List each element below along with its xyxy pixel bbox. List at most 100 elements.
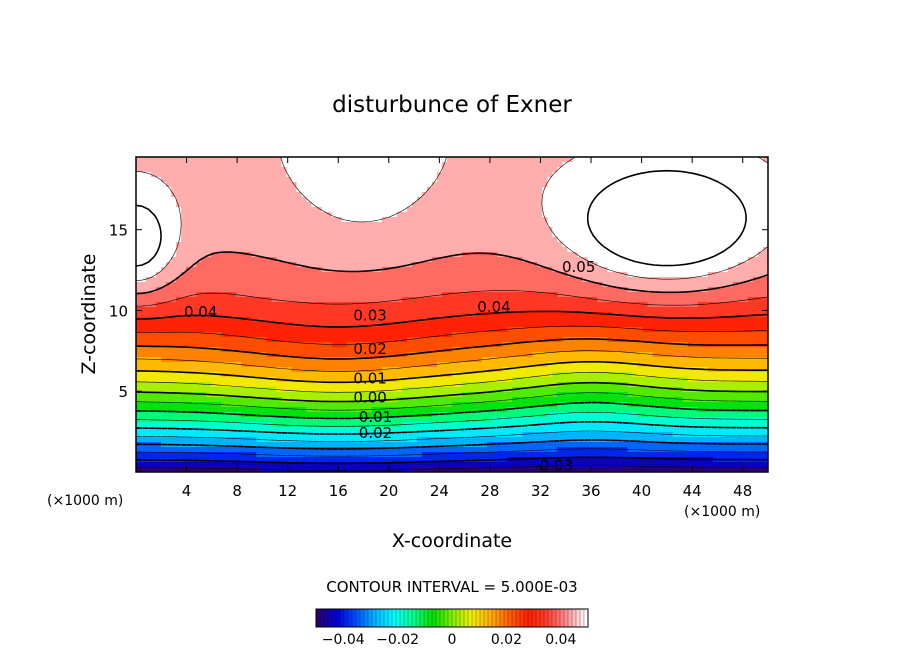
- field-cell: [747, 187, 754, 193]
- field-cell: [597, 302, 604, 308]
- field-cell: [547, 287, 553, 293]
- field-cell: [577, 312, 584, 318]
- field-cell: [717, 192, 724, 198]
- field-cell: [547, 202, 553, 208]
- field-cell: [637, 322, 644, 328]
- field-cell: [512, 222, 518, 228]
- field-cell: [201, 272, 207, 278]
- field-cell: [582, 197, 589, 203]
- field-cell: [652, 347, 659, 353]
- field-cell: [457, 172, 463, 178]
- field-cell: [231, 247, 237, 253]
- field-cell: [346, 332, 353, 338]
- field-cell: [436, 237, 443, 243]
- field-cell: [351, 217, 358, 223]
- field-cell: [672, 247, 679, 253]
- field-cell: [301, 297, 308, 303]
- field-cell: [346, 257, 353, 263]
- field-cell: [161, 187, 167, 193]
- field-cell: [206, 297, 212, 303]
- field-cell: [251, 232, 257, 238]
- field-cell: [166, 257, 172, 263]
- field-cell: [572, 342, 578, 348]
- field-cell: [411, 237, 418, 243]
- field-cell: [572, 212, 578, 218]
- field-cell: [762, 332, 768, 338]
- field-cell: [562, 322, 568, 328]
- field-cell: [592, 182, 599, 188]
- field-cell: [441, 237, 448, 243]
- field-cell: [577, 237, 584, 243]
- field-cell: [441, 232, 448, 238]
- field-cell: [647, 177, 654, 183]
- field-cell: [677, 207, 684, 213]
- field-cell: [191, 192, 197, 198]
- field-cell: [281, 292, 288, 298]
- field-cell: [562, 227, 568, 233]
- field-cell: [361, 257, 368, 263]
- field-cell: [512, 302, 518, 308]
- field-cell: [401, 232, 408, 238]
- field-cell: [477, 162, 483, 168]
- field-cell: [557, 342, 563, 348]
- field-cell: [687, 332, 694, 338]
- field-cell: [366, 212, 373, 218]
- field-cell: [211, 182, 217, 188]
- field-cell: [421, 162, 428, 168]
- field-cell: [306, 217, 313, 223]
- field-cell: [547, 302, 553, 308]
- field-cell: [467, 172, 473, 178]
- field-cell: [757, 332, 764, 338]
- field-cell: [421, 257, 428, 263]
- field-cell: [206, 332, 212, 338]
- field-cell: [146, 327, 152, 333]
- field-cell: [557, 202, 563, 208]
- field-cell: [547, 167, 553, 173]
- field-cell: [602, 157, 609, 163]
- field-cell: [136, 162, 142, 168]
- field-cell: [321, 257, 328, 263]
- field-cell: [226, 242, 232, 248]
- field-cell: [667, 277, 674, 283]
- field-cell: [231, 212, 237, 218]
- field-cell: [236, 252, 242, 258]
- field-cell: [151, 262, 157, 268]
- field-cell: [446, 177, 453, 183]
- field-cell: [236, 222, 242, 228]
- field-cell: [436, 352, 443, 358]
- field-cell: [477, 222, 483, 228]
- field-cell: [507, 177, 513, 183]
- field-cell: [156, 217, 162, 223]
- field-cell: [261, 237, 268, 243]
- field-cell: [386, 207, 393, 213]
- field-cell: [281, 272, 288, 278]
- field-cell: [487, 192, 493, 198]
- field-cell: [326, 312, 333, 318]
- field-cell: [146, 212, 152, 218]
- field-cell: [547, 182, 553, 188]
- field-cell: [276, 307, 283, 313]
- field-cell: [687, 197, 694, 203]
- field-cell: [266, 217, 273, 223]
- field-cell: [632, 242, 639, 248]
- field-cell: [542, 272, 548, 278]
- field-cell: [547, 232, 553, 238]
- field-cell: [166, 337, 172, 343]
- field-cell: [186, 282, 192, 288]
- field-cell: [241, 297, 247, 303]
- field-cell: [226, 257, 232, 263]
- field-cell: [236, 162, 242, 168]
- field-cell: [326, 252, 333, 258]
- field-cell: [747, 157, 754, 163]
- field-cell: [672, 257, 679, 263]
- field-cell: [176, 247, 182, 253]
- field-cell: [707, 282, 714, 288]
- field-cell: [507, 342, 513, 348]
- field-cell: [216, 342, 222, 348]
- field-cell: [592, 167, 599, 173]
- field-cell: [462, 267, 468, 273]
- field-cell: [752, 187, 759, 193]
- field-cell: [166, 262, 172, 268]
- field-cell: [436, 287, 443, 293]
- field-cell: [642, 302, 649, 308]
